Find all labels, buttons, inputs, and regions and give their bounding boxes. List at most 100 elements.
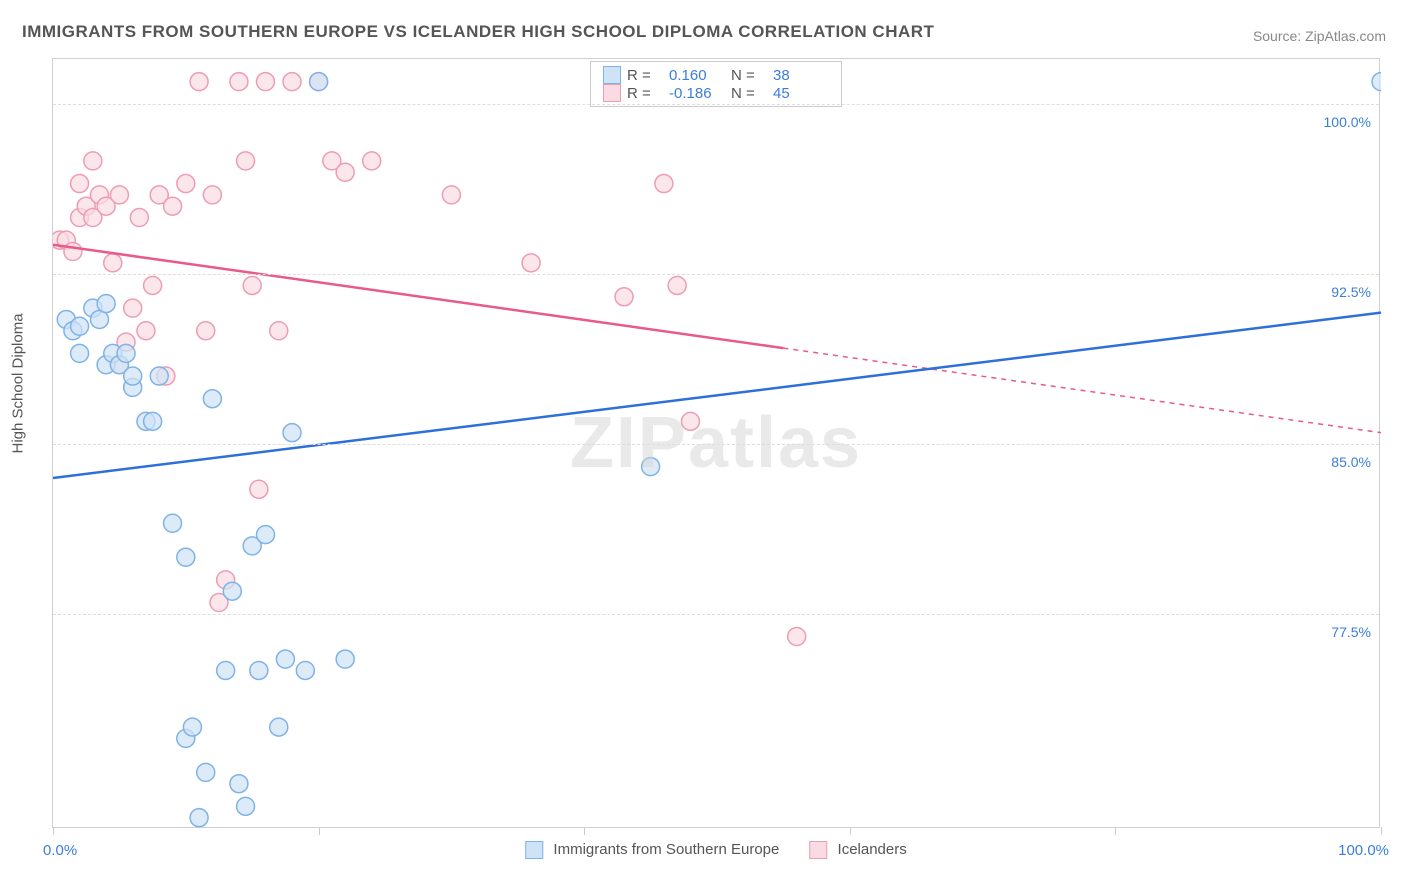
- data-point: [137, 322, 155, 340]
- legend-item-blue: Immigrants from Southern Europe: [525, 841, 779, 859]
- gridline: [53, 104, 1379, 105]
- x-axis-max-label: 100.0%: [1338, 842, 1389, 859]
- chart-title: IMMIGRANTS FROM SOUTHERN EUROPE VS ICELA…: [22, 22, 934, 42]
- y-tick-label: 92.5%: [1331, 284, 1371, 300]
- legend-swatch-blue: [603, 66, 621, 84]
- data-point: [110, 186, 128, 204]
- legend-row-blue: R = 0.160 N = 38: [603, 66, 829, 84]
- legend-label-pink: Icelanders: [838, 841, 907, 858]
- data-point: [283, 424, 301, 442]
- x-tick: [53, 827, 54, 835]
- source-link[interactable]: ZipAtlas.com: [1305, 28, 1386, 44]
- data-point: [336, 163, 354, 181]
- x-axis-min-label: 0.0%: [43, 842, 77, 859]
- data-point: [97, 295, 115, 313]
- data-point: [310, 73, 328, 91]
- correlation-legend: R = 0.160 N = 38 R = -0.186 N = 45: [590, 61, 842, 107]
- data-point: [150, 367, 168, 385]
- data-point: [668, 276, 686, 294]
- data-point: [363, 152, 381, 170]
- gridline: [53, 274, 1379, 275]
- data-point: [250, 661, 268, 679]
- source-attribution: Source: ZipAtlas.com: [1253, 28, 1386, 44]
- data-point: [642, 458, 660, 476]
- data-point: [230, 775, 248, 793]
- data-point: [283, 73, 301, 91]
- data-point: [256, 526, 274, 544]
- data-point: [124, 367, 142, 385]
- data-point: [256, 73, 274, 91]
- data-point: [615, 288, 633, 306]
- gridline: [53, 614, 1379, 615]
- data-point: [104, 254, 122, 272]
- legend-n-pink: 45: [773, 85, 829, 102]
- data-point: [522, 254, 540, 272]
- data-point: [144, 276, 162, 294]
- data-point: [217, 661, 235, 679]
- legend-row-pink: R = -0.186 N = 45: [603, 84, 829, 102]
- legend-n-label: N =: [731, 67, 767, 84]
- data-point: [237, 152, 255, 170]
- x-tick: [850, 827, 851, 835]
- x-tick: [1115, 827, 1116, 835]
- legend-n-label: N =: [731, 85, 767, 102]
- data-point: [71, 317, 89, 335]
- trend-line: [53, 245, 783, 348]
- data-point: [223, 582, 241, 600]
- data-point: [190, 73, 208, 91]
- data-point: [788, 628, 806, 646]
- trend-line-dashed: [783, 348, 1381, 433]
- data-point: [1372, 73, 1381, 91]
- legend-swatch-pink: [809, 841, 827, 859]
- legend-r-blue: 0.160: [669, 67, 725, 84]
- data-point: [230, 73, 248, 91]
- data-point: [197, 322, 215, 340]
- data-point: [442, 186, 460, 204]
- gridline: [53, 444, 1379, 445]
- data-point: [336, 650, 354, 668]
- data-point: [130, 209, 148, 227]
- data-point: [177, 175, 195, 193]
- legend-r-pink: -0.186: [669, 85, 725, 102]
- data-point: [71, 344, 89, 362]
- x-tick: [1381, 827, 1382, 835]
- data-point: [655, 175, 673, 193]
- legend-r-label: R =: [627, 67, 663, 84]
- data-point: [276, 650, 294, 668]
- data-point: [144, 412, 162, 430]
- legend-r-label: R =: [627, 85, 663, 102]
- data-point: [84, 152, 102, 170]
- y-axis-label: High School Diploma: [10, 313, 27, 453]
- data-point: [190, 809, 208, 827]
- data-point: [270, 322, 288, 340]
- legend-swatch-pink: [603, 84, 621, 102]
- data-point: [250, 480, 268, 498]
- data-point: [164, 197, 182, 215]
- legend-item-pink: Icelanders: [809, 841, 906, 859]
- data-point: [71, 175, 89, 193]
- data-point: [681, 412, 699, 430]
- y-tick-label: 85.0%: [1331, 454, 1371, 470]
- legend-label-blue: Immigrants from Southern Europe: [553, 841, 779, 858]
- x-tick: [584, 827, 585, 835]
- data-point: [270, 718, 288, 736]
- data-point: [177, 548, 195, 566]
- plot-area: ZIPatlas R = 0.160 N = 38 R = -0.186 N =…: [52, 58, 1380, 828]
- data-point: [197, 763, 215, 781]
- data-point: [296, 661, 314, 679]
- source-label: Source:: [1253, 28, 1301, 44]
- data-point: [243, 276, 261, 294]
- data-point: [237, 797, 255, 815]
- data-point: [203, 390, 221, 408]
- series-legend: Immigrants from Southern Europe Icelande…: [525, 841, 907, 859]
- data-point: [117, 344, 135, 362]
- data-point: [203, 186, 221, 204]
- data-point: [164, 514, 182, 532]
- legend-swatch-blue: [525, 841, 543, 859]
- data-point: [183, 718, 201, 736]
- data-point: [64, 243, 82, 261]
- x-tick: [319, 827, 320, 835]
- legend-n-blue: 38: [773, 67, 829, 84]
- data-point: [124, 299, 142, 317]
- y-tick-label: 100.0%: [1324, 114, 1371, 130]
